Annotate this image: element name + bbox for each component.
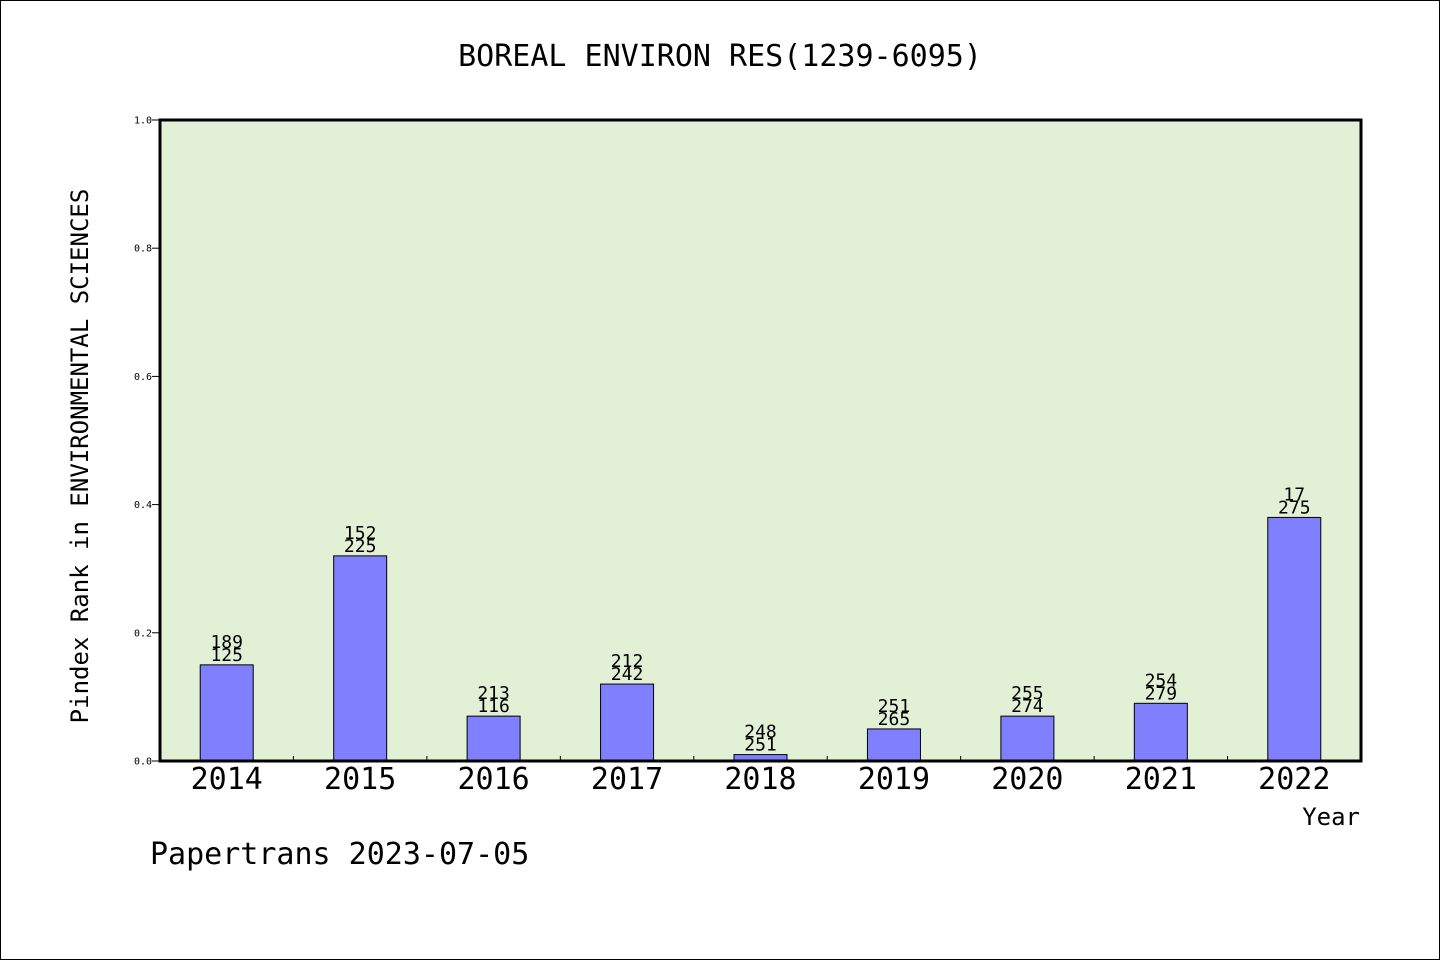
x-tick-label: 2022 bbox=[1258, 762, 1330, 797]
bar-2014 bbox=[199, 664, 254, 762]
plot-border bbox=[158, 118, 1363, 763]
bar-2022 bbox=[1267, 516, 1322, 762]
footer-text: Papertrans 2023-07-05 bbox=[150, 837, 529, 872]
x-axis-label: Year bbox=[1302, 803, 1360, 831]
x-tick-label: 2018 bbox=[724, 762, 796, 797]
bars-group bbox=[199, 516, 1322, 762]
y-tick-label: 0.8 bbox=[134, 244, 152, 255]
bar-2017 bbox=[600, 683, 655, 762]
bar-label-bottom: 275 bbox=[1278, 497, 1311, 518]
y-axis: 0.0 0.2 0.4 0.6 0.8 1.0 bbox=[134, 116, 160, 768]
bar-label-top: 213 bbox=[477, 683, 510, 704]
bar-label-top: 17 bbox=[1283, 484, 1305, 505]
bar-label-top: 189 bbox=[210, 632, 243, 653]
bar-label-top: 255 bbox=[1011, 683, 1044, 704]
bar-2019 bbox=[866, 728, 921, 762]
y-tick-label: 1.0 bbox=[134, 116, 152, 127]
bar-label-bottom: 265 bbox=[878, 709, 911, 730]
bar-2021 bbox=[1133, 702, 1188, 762]
bar-label-bottom: 242 bbox=[611, 664, 644, 685]
x-axis: 2014 2015 2016 2017 2018 2019 2020 2021 2022 bbox=[191, 756, 1330, 797]
bar-label-bottom: 225 bbox=[344, 536, 377, 557]
bar-label-top: 254 bbox=[1145, 670, 1178, 691]
bar-2016 bbox=[466, 715, 521, 762]
y-tick-label: 0.4 bbox=[134, 500, 152, 511]
bar-2015 bbox=[333, 555, 388, 762]
bar-2020 bbox=[1000, 715, 1055, 762]
y-tick-label: 0.6 bbox=[134, 372, 152, 383]
bar-labels-group: 1891251522252131162122422482512512652552… bbox=[210, 484, 1310, 755]
bar-label-bottom: 251 bbox=[744, 735, 777, 756]
y-tick-label: 0.2 bbox=[134, 628, 152, 639]
bar-label-top: 152 bbox=[344, 523, 377, 544]
bar-label-bottom: 274 bbox=[1011, 696, 1044, 717]
y-tick-label: 0.0 bbox=[134, 757, 152, 768]
x-tick-label: 2019 bbox=[858, 762, 930, 797]
x-tick-label: 2016 bbox=[457, 762, 529, 797]
bar-label-top: 212 bbox=[611, 651, 644, 672]
x-tick-label: 2021 bbox=[1125, 762, 1197, 797]
bar-label-bottom: 279 bbox=[1145, 683, 1178, 704]
x-tick-label: 2015 bbox=[324, 762, 396, 797]
bar-label-bottom: 125 bbox=[210, 645, 243, 666]
bar-label-top: 248 bbox=[744, 722, 777, 743]
bar-label-bottom: 116 bbox=[477, 696, 510, 717]
x-tick-label: 2014 bbox=[191, 762, 263, 797]
x-tick-label: 2020 bbox=[991, 762, 1063, 797]
x-tick-label: 2017 bbox=[591, 762, 663, 797]
y-axis-label: Pindex Rank in ENVIRONMENTAL SCIENCES bbox=[66, 189, 94, 724]
bar-label-top: 251 bbox=[878, 696, 911, 717]
chart-title: BOREAL ENVIRON RES(1239-6095) bbox=[458, 39, 982, 74]
